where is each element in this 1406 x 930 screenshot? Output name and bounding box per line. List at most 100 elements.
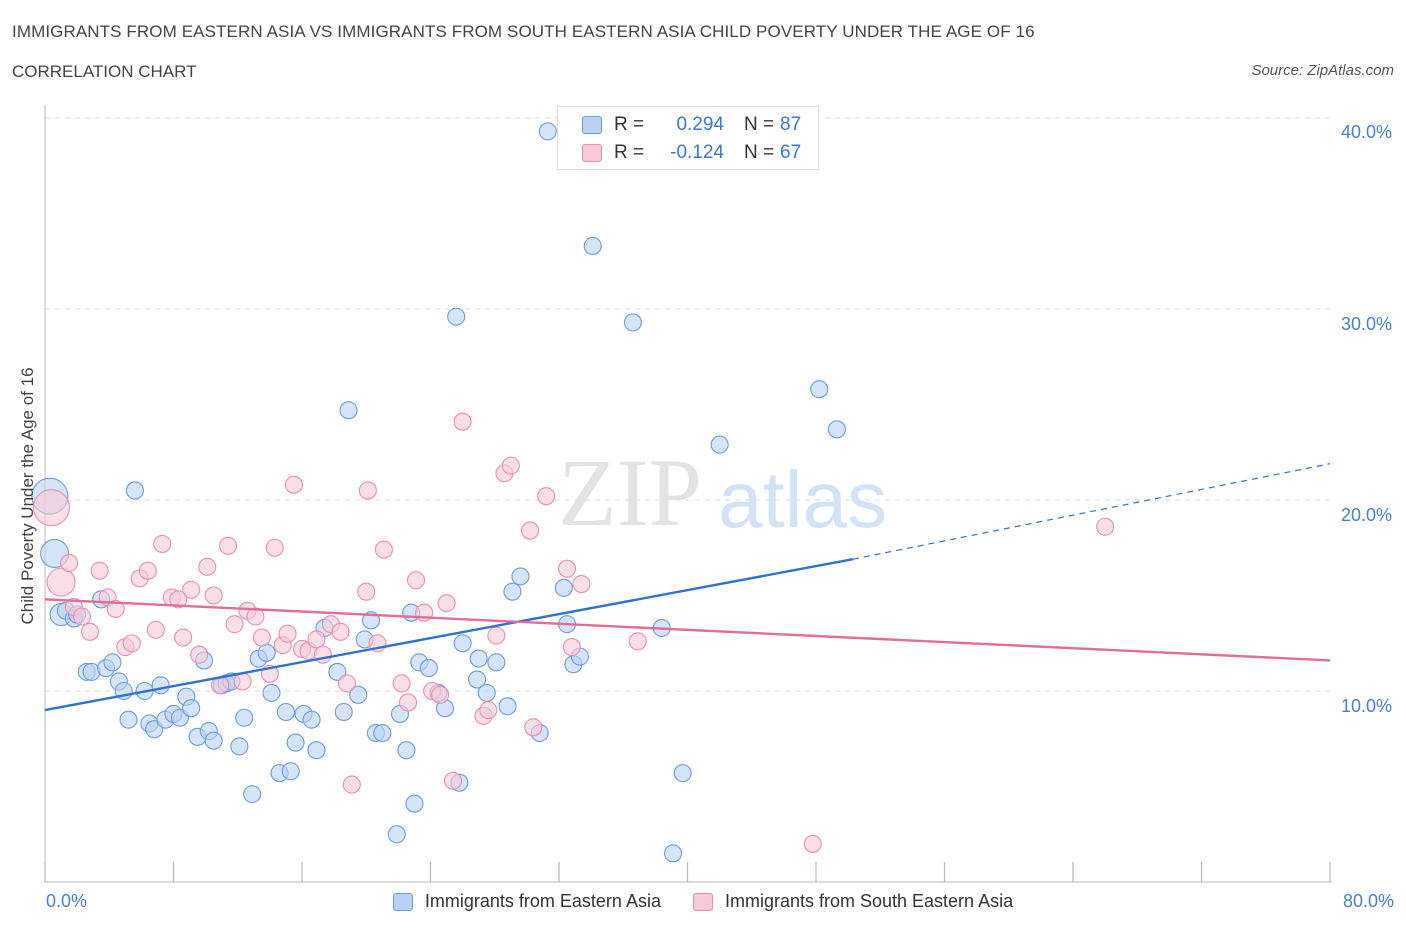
eastern-asia-point <box>673 764 692 783</box>
r-label: R = <box>614 142 645 163</box>
grid-lines <box>45 117 1330 692</box>
legend-label: Immigrants from Eastern Asia <box>424 891 661 911</box>
south-eastern-asia-point <box>246 607 265 626</box>
south-eastern-asia-point <box>169 590 188 609</box>
eastern-asia-point <box>453 634 472 653</box>
south-eastern-asia-point <box>60 553 79 573</box>
south-eastern-asia-point <box>313 645 332 664</box>
eastern-asia-point <box>103 653 122 672</box>
south-eastern-asia-point <box>406 571 426 590</box>
y-tick-label-40: 40.0% <box>1340 122 1392 142</box>
south-eastern-asia-point <box>90 561 109 580</box>
watermark-zip: ZIP <box>558 439 702 546</box>
south-eastern-asia-point <box>524 718 543 737</box>
eastern-asia-point <box>419 659 438 678</box>
south-eastern-asia-point <box>398 693 418 712</box>
south-eastern-asia-point <box>337 674 357 693</box>
south-eastern-asia-point <box>146 620 165 639</box>
eastern-asia-point <box>810 380 829 399</box>
south-eastern-asia-point <box>342 775 361 794</box>
eastern-asia-point <box>349 685 368 704</box>
south-eastern-asia-point <box>572 574 591 594</box>
south-eastern-asia-point <box>628 632 647 651</box>
legend-label: Immigrants from South Eastern Asia <box>724 891 1014 911</box>
south-eastern-asia-point <box>265 538 284 557</box>
eastern-asia-point <box>281 762 300 781</box>
south-eastern-asia-point <box>358 481 377 500</box>
south-eastern-asia-point <box>1096 517 1115 536</box>
y-tick-label-10: 10.0% <box>1340 696 1392 716</box>
eastern-asia-point <box>151 676 170 695</box>
south-eastern-asia-point <box>252 628 271 647</box>
watermark-atlas: atlas <box>718 455 887 544</box>
eastern-asia-point <box>498 697 517 716</box>
r-value: 0.294 <box>676 114 724 135</box>
n-label: N = <box>744 114 775 135</box>
y-tick-label-30: 30.0% <box>1340 314 1392 334</box>
eastern-asia-point <box>257 643 276 662</box>
eastern-asia-point <box>373 723 392 743</box>
south-eastern-asia-point <box>374 540 393 559</box>
south-eastern-asia-point <box>307 630 326 649</box>
eastern-asia-point <box>511 567 530 586</box>
south-eastern-asia-point <box>443 771 463 790</box>
eastern-asia-point <box>204 731 223 750</box>
south-eastern-asia-point <box>431 685 450 704</box>
eastern-asia-point <box>554 578 573 597</box>
eastern-asia-point <box>538 122 557 141</box>
south-eastern-asia-point <box>106 599 125 618</box>
south-eastern-asia-point <box>803 834 822 853</box>
south-eastern-asia-point <box>521 521 540 540</box>
south-eastern-asia-point <box>198 557 217 576</box>
south-eastern-asia-point <box>219 536 238 555</box>
legend-item-south-eastern-asia[interactable]: Immigrants from South Eastern Asia <box>692 891 1014 912</box>
stats-swatch-pink <box>582 144 602 162</box>
south-eastern-asia-point <box>182 580 201 599</box>
south-eastern-asia-point <box>190 645 209 664</box>
eastern-asia-point <box>235 708 254 727</box>
south-eastern-asia-point <box>32 489 70 527</box>
south-eastern-asia-point <box>487 626 506 645</box>
south-eastern-asia-point <box>174 628 193 647</box>
south-eastern-asia-point <box>72 607 91 626</box>
eastern-asia-point <box>276 702 295 722</box>
eastern-asia-point <box>583 236 602 256</box>
eastern-asia-point <box>487 653 506 672</box>
x-tick-label-max: 80.0% <box>1342 891 1394 911</box>
eastern-asia-point <box>827 420 846 439</box>
y-tick-label-20: 20.0% <box>1340 505 1392 525</box>
eastern-asia-point <box>230 737 249 756</box>
chart-title: IMMIGRANTS FROM EASTERN ASIA VS IMMIGRAN… <box>12 22 1035 41</box>
eastern-asia-point <box>469 649 488 668</box>
south-eastern-asia-point <box>46 567 76 597</box>
eastern-asia-point <box>397 741 416 760</box>
n-value: 67 <box>780 142 802 163</box>
source-label: Source: ZipAtlas.com <box>1251 62 1394 79</box>
legend: Immigrants from Eastern Asia Immigrants … <box>0 891 1406 912</box>
legend-swatch-pink <box>692 892 713 911</box>
y-axis-label: Child Poverty Under the Age of 16 <box>18 367 37 625</box>
stats-swatch-blue <box>582 116 602 134</box>
south-eastern-asia-point <box>284 475 304 494</box>
stats-box: R = 0.294 N = 87 R = -0.124 N = 67 <box>557 106 819 170</box>
legend-item-eastern-asia[interactable]: Immigrants from Eastern Asia <box>392 891 661 912</box>
eastern-asia-trend-extension <box>852 463 1331 560</box>
r-value: -0.124 <box>670 142 724 163</box>
south-eastern-asia-point <box>479 701 498 720</box>
south-eastern-asia-point <box>225 615 244 634</box>
eastern-asia-point <box>307 741 326 760</box>
south-eastern-asia-point <box>501 456 520 475</box>
eastern-asia-point <box>286 733 305 752</box>
eastern-asia-trend-line <box>44 558 854 712</box>
stats-row-eastern-asia: R = 0.294 N = 87 <box>582 112 801 138</box>
eastern-asia-point <box>405 794 424 813</box>
r-label: R = <box>614 114 645 135</box>
south-eastern-asia-point <box>138 561 157 580</box>
stats-row-south-eastern-asia: R = -0.124 N = 67 <box>582 140 801 166</box>
eastern-asia-point <box>262 683 281 702</box>
eastern-asia-point <box>125 481 144 500</box>
south-eastern-asia-point <box>204 586 223 605</box>
south-eastern-asia-point <box>357 582 376 601</box>
eastern-asia-point <box>623 313 642 332</box>
eastern-asia-point <box>663 844 683 863</box>
